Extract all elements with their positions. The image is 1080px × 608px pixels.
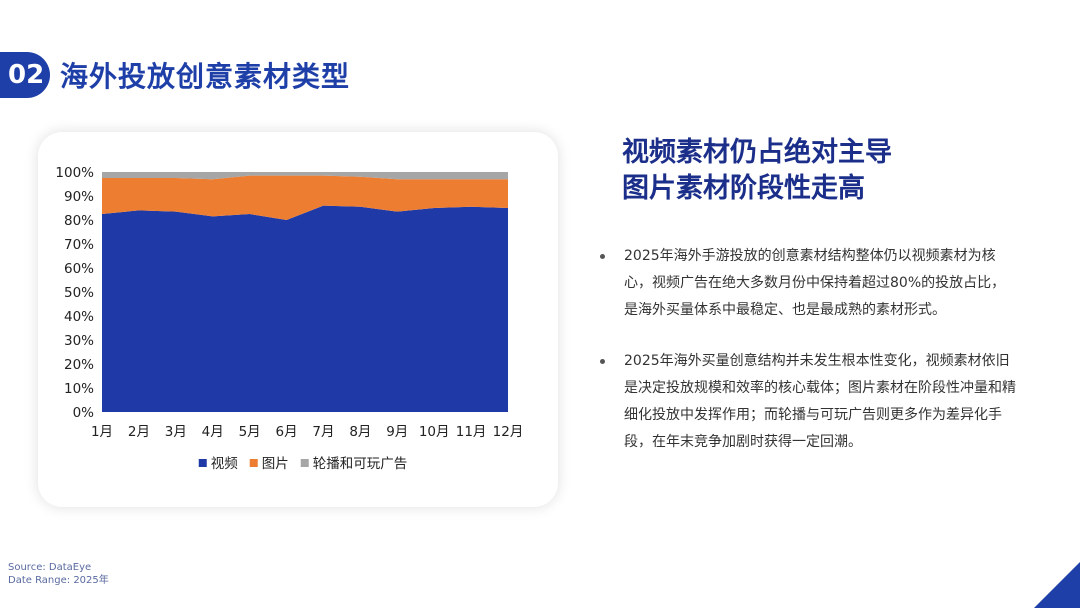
section-number: 02 — [8, 60, 45, 90]
x-tick-label: 2月 — [128, 424, 150, 440]
source-text: Source: DataEye — [8, 562, 92, 573]
corner-decoration — [1034, 562, 1080, 608]
page-title: 海外投放创意素材类型 — [60, 60, 351, 93]
y-tick-label: 80% — [64, 213, 94, 229]
chart-card: 0% 10% 20% 30% 40% 50% 60% 70% 80% 90% 100% 1月 2月 3月 4… — [38, 132, 558, 507]
headline: 视频素材仍占绝对主导 图片素材阶段性走高 — [622, 135, 892, 207]
x-tick-label: 5月 — [239, 424, 261, 440]
x-tick-label: 7月 — [312, 424, 334, 440]
y-tick-label: 70% — [64, 237, 94, 253]
x-tick-label: 9月 — [386, 424, 408, 440]
x-tick-label: 4月 — [202, 424, 224, 440]
source-note: Source: DataEye Date Range: 2025年 — [8, 561, 109, 587]
legend-swatch — [198, 459, 207, 467]
x-tick-label: 6月 — [275, 424, 297, 440]
x-tick-label: 10月 — [419, 424, 450, 440]
y-tick-label: 50% — [64, 285, 94, 301]
legend-swatch — [300, 459, 309, 467]
bullet-item: 2025年海外手游投放的创意素材结构整体仍以视频素材为核心，视频广告在绝大多数月… — [598, 243, 1018, 324]
x-tick-label: 3月 — [165, 424, 187, 440]
x-tick-label: 8月 — [349, 424, 371, 440]
y-tick-label: 100% — [55, 165, 94, 181]
x-tick-label: 1月 — [91, 424, 113, 440]
bullet-list: 2025年海外手游投放的创意素材结构整体仍以视频素材为核心，视频广告在绝大多数月… — [598, 243, 1018, 480]
y-tick-label: 30% — [64, 333, 94, 349]
bullet-dot-icon — [600, 254, 605, 259]
date-range-text: Date Range: 2025年 — [8, 575, 109, 586]
bullet-text: 2025年海外买量创意结构并未发生根本性变化，视频素材依旧是决定投放规模和效率的… — [624, 353, 1016, 450]
x-tick-label: 12月 — [493, 424, 524, 440]
section-number-badge: 02 — [0, 52, 50, 98]
area-series-2 — [102, 175, 508, 220]
legend-swatch — [249, 459, 258, 467]
bullet-dot-icon — [600, 359, 605, 364]
bullet-item: 2025年海外买量创意结构并未发生根本性变化，视频素材依旧是决定投放规模和效率的… — [598, 348, 1018, 456]
area-series-1 — [102, 205, 508, 412]
headline-line-1: 视频素材仍占绝对主导 — [622, 137, 892, 168]
y-tick-label: 0% — [73, 405, 95, 421]
y-tick-label: 20% — [64, 357, 94, 373]
bullet-text: 2025年海外手游投放的创意素材结构整体仍以视频素材为核心，视频广告在绝大多数月… — [624, 248, 1006, 318]
stacked-area-chart: 0% 10% 20% 30% 40% 50% 60% 70% 80% 90% 100% 1月 2月 3月 4… — [55, 165, 524, 472]
x-tick-label: 11月 — [456, 424, 487, 440]
y-tick-label: 10% — [64, 381, 94, 397]
headline-line-2: 图片素材阶段性走高 — [622, 173, 865, 204]
y-tick-label: 60% — [64, 261, 94, 277]
legend-label: 视频 — [211, 456, 238, 472]
y-tick-label: 40% — [64, 309, 94, 325]
legend-label: 图片 — [262, 456, 289, 472]
legend-label: 轮播和可玩广告 — [313, 456, 408, 472]
y-tick-label: 90% — [64, 189, 94, 205]
